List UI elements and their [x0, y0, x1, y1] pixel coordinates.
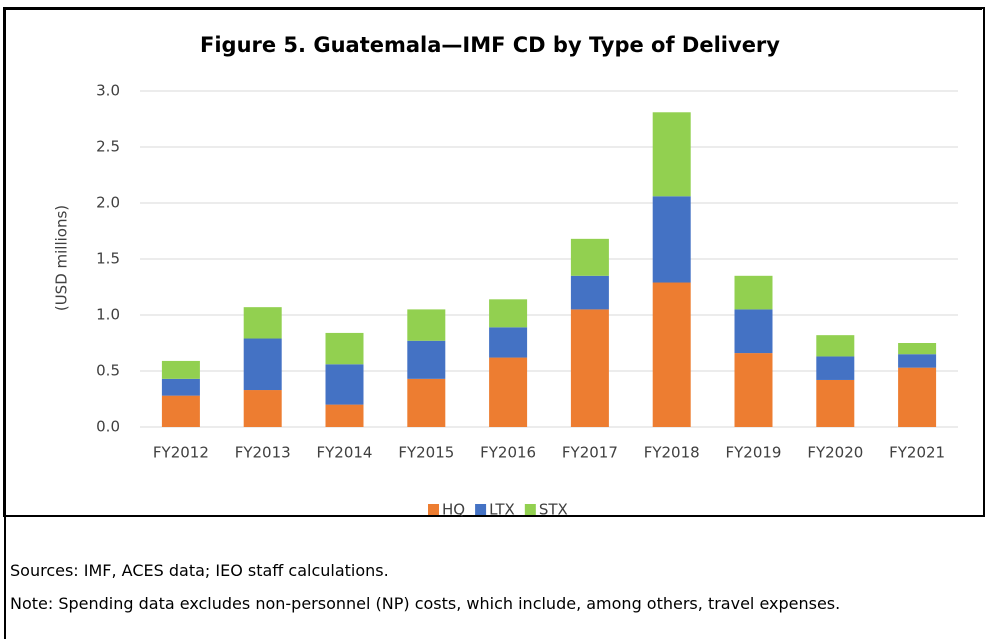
bar-segment [407, 378, 446, 427]
bar-segment [570, 275, 609, 310]
y-tick-label: 1.0 [96, 306, 120, 324]
bar-segment [652, 112, 691, 197]
bar-segment [325, 404, 364, 427]
x-tick-label: FY2019 [726, 444, 782, 462]
bar-segment [816, 356, 855, 380]
bar-segment [489, 327, 528, 358]
x-tick-label: FY2014 [317, 444, 373, 462]
x-tick-label: FY2020 [807, 444, 863, 462]
bar-segment [325, 332, 364, 365]
bar-segment [898, 343, 937, 355]
bar-segment [407, 340, 446, 379]
bar-segment [570, 309, 609, 427]
y-tick-label: 0.5 [96, 362, 120, 380]
legend-label: LTX [489, 501, 515, 519]
x-tick-label: FY2015 [398, 444, 454, 462]
x-tick-label: FY2017 [562, 444, 618, 462]
y-tick-label: 0.0 [96, 418, 120, 436]
note: Note: Spending data excludes non-personn… [10, 594, 841, 613]
chart-border [3, 7, 985, 517]
y-tick-label: 2.0 [96, 194, 120, 212]
sources: Sources: IMF, ACES data; IEO staff calcu… [10, 561, 389, 580]
x-tick-label: FY2016 [480, 444, 536, 462]
bar-segment [161, 378, 200, 396]
x-tick-label: FY2021 [889, 444, 945, 462]
bar-segment [816, 335, 855, 357]
bar-segment [898, 354, 937, 368]
bar-segment [734, 309, 773, 354]
y-tick-label: 3.0 [96, 82, 120, 100]
bar-segment [243, 307, 282, 339]
bar-segment [325, 364, 364, 405]
bar-segment [243, 338, 282, 391]
bar-segment [407, 309, 446, 341]
legend-swatch [475, 504, 487, 515]
x-tick-label: FY2013 [235, 444, 291, 462]
chart-title: Figure 5. Guatemala—IMF CD by Type of De… [200, 33, 780, 57]
bar-segment [816, 379, 855, 427]
bar-segment [652, 196, 691, 283]
bar-segment [489, 299, 528, 328]
bar-segment [734, 353, 773, 427]
y-tick-label: 1.5 [96, 250, 120, 268]
legend-swatch [524, 504, 536, 515]
y-tick-label: 2.5 [96, 138, 120, 156]
chart: Figure 5. Guatemala—IMF CD by Type of De… [3, 7, 985, 519]
x-tick-label: FY2018 [644, 444, 700, 462]
x-tick-label: FY2012 [153, 444, 209, 462]
bar-segment [243, 390, 282, 427]
legend-swatch [428, 504, 439, 515]
bar-segment [898, 367, 937, 427]
bar-segment [161, 360, 200, 379]
legend-label: STX [539, 501, 568, 519]
bar-segment [161, 395, 200, 427]
bar-segment [734, 275, 773, 310]
bar-segment [489, 357, 528, 427]
bar-segment [570, 238, 609, 276]
legend-label: HQ [442, 501, 465, 519]
y-axis-label: (USD millions) [53, 205, 71, 311]
bar-segment [652, 282, 691, 427]
